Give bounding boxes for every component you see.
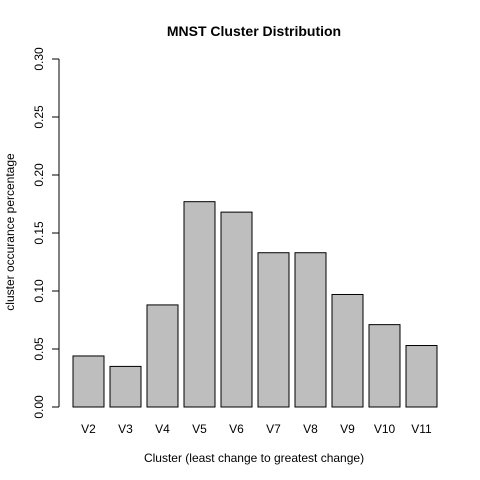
x-axis-label: Cluster (least change to greatest change… <box>144 451 364 465</box>
bar-v9 <box>331 293 364 408</box>
y-tick-label: 0.00 <box>32 395 46 419</box>
y-tick-label: 0.05 <box>32 337 46 361</box>
x-tick-label: V4 <box>155 422 170 436</box>
bar-v7 <box>257 252 290 408</box>
bar-v10 <box>368 324 401 408</box>
bar-v2 <box>72 355 105 408</box>
x-tick-label: V7 <box>266 422 281 436</box>
y-tick-label: 0.15 <box>32 221 46 245</box>
x-tick-label: V8 <box>303 422 318 436</box>
y-tick-label: 0.10 <box>32 279 46 303</box>
chart-title: MNST Cluster Distribution <box>167 23 341 39</box>
bar-v3 <box>109 365 142 408</box>
bar-v11 <box>405 345 438 408</box>
x-tick-label: V3 <box>118 422 133 436</box>
x-tick-label: V10 <box>374 422 396 436</box>
bar-v8 <box>294 252 327 408</box>
y-tick-label: 0.30 <box>32 47 46 71</box>
y-axis-label: cluster occurance percentage <box>3 153 17 311</box>
bar-v5 <box>183 201 216 408</box>
x-tick-labels: V2 V3 V4 V5 V6 V7 V8 V9 V10 V11 <box>81 422 432 436</box>
y-tick-label: 0.20 <box>32 163 46 187</box>
x-tick-label: V5 <box>192 422 207 436</box>
y-tick-label: 0.25 <box>32 105 46 129</box>
x-tick-label: V2 <box>81 422 96 436</box>
y-axis: 0.00 0.05 0.10 0.15 0.20 0.25 0.30 <box>32 47 60 419</box>
x-tick-label: V6 <box>229 422 244 436</box>
bar-v6 <box>220 211 253 408</box>
x-tick-label: V9 <box>340 422 355 436</box>
bar-v4 <box>146 304 179 408</box>
bars-group <box>72 201 438 408</box>
x-tick-label: V11 <box>411 422 432 436</box>
